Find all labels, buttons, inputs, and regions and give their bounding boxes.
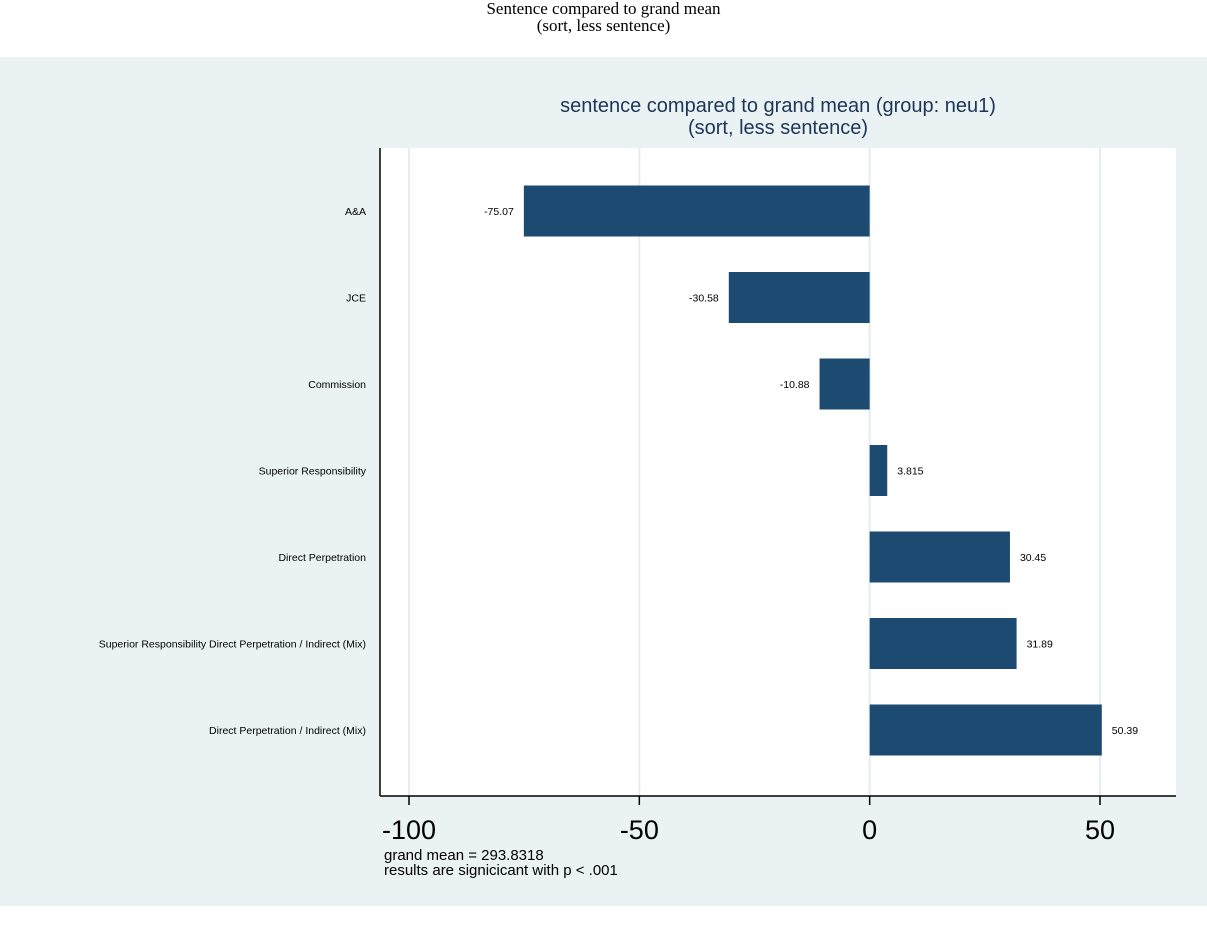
x-tick-label: 0 bbox=[862, 815, 877, 845]
x-axis-ticks: -100 -50 0 50 bbox=[382, 796, 1115, 845]
chart-title: sentence compared to grand mean (group: … bbox=[560, 95, 996, 117]
value-label: 31.89 bbox=[1027, 639, 1053, 651]
category-label: Superior Responsibility bbox=[259, 466, 367, 478]
value-labels: -75.07 -30.58 -10.88 3.815 30.45 31.89 50.39 bbox=[484, 206, 1138, 737]
note-significance: results are signicicant with p < .001 bbox=[384, 862, 618, 879]
category-label: JCE bbox=[346, 293, 366, 305]
category-label: Commission bbox=[308, 379, 366, 391]
bar bbox=[869, 531, 1010, 583]
bar bbox=[869, 618, 1017, 669]
x-tick-label: -100 bbox=[382, 815, 436, 845]
document-title: Sentence compared to grand mean (sort, l… bbox=[0, 0, 1207, 34]
value-label: 30.45 bbox=[1020, 552, 1046, 564]
bar bbox=[523, 185, 870, 237]
value-label: 50.39 bbox=[1112, 725, 1138, 737]
category-label: Superior Responsibility Direct Perpetrat… bbox=[99, 639, 366, 651]
bar bbox=[869, 704, 1102, 756]
plot-area bbox=[380, 148, 1176, 796]
bar bbox=[819, 358, 870, 410]
note-grand-mean: grand mean = 293.8318 bbox=[384, 847, 544, 864]
category-label: Direct Perpetration / Indirect (Mix) bbox=[209, 725, 366, 737]
document-title-line2: (sort, less sentence) bbox=[536, 16, 671, 35]
bar bbox=[869, 445, 888, 496]
x-tick-label: 50 bbox=[1085, 815, 1115, 845]
document-title-line1: Sentence compared to grand mean bbox=[486, 0, 721, 18]
chart-subtitle: (sort, less sentence) bbox=[688, 117, 868, 139]
bars bbox=[523, 185, 1102, 756]
category-label: A&A bbox=[345, 206, 366, 218]
value-label: -75.07 bbox=[484, 206, 514, 218]
value-label: -10.88 bbox=[780, 379, 810, 391]
category-labels: A&A JCE Commission Superior Responsibility D… bbox=[99, 206, 367, 737]
category-label: Direct Perpetration bbox=[278, 552, 366, 564]
value-label: -30.58 bbox=[689, 293, 719, 305]
x-tick-label: -50 bbox=[620, 815, 659, 845]
bar bbox=[728, 272, 870, 323]
value-label: 3.815 bbox=[897, 466, 923, 478]
